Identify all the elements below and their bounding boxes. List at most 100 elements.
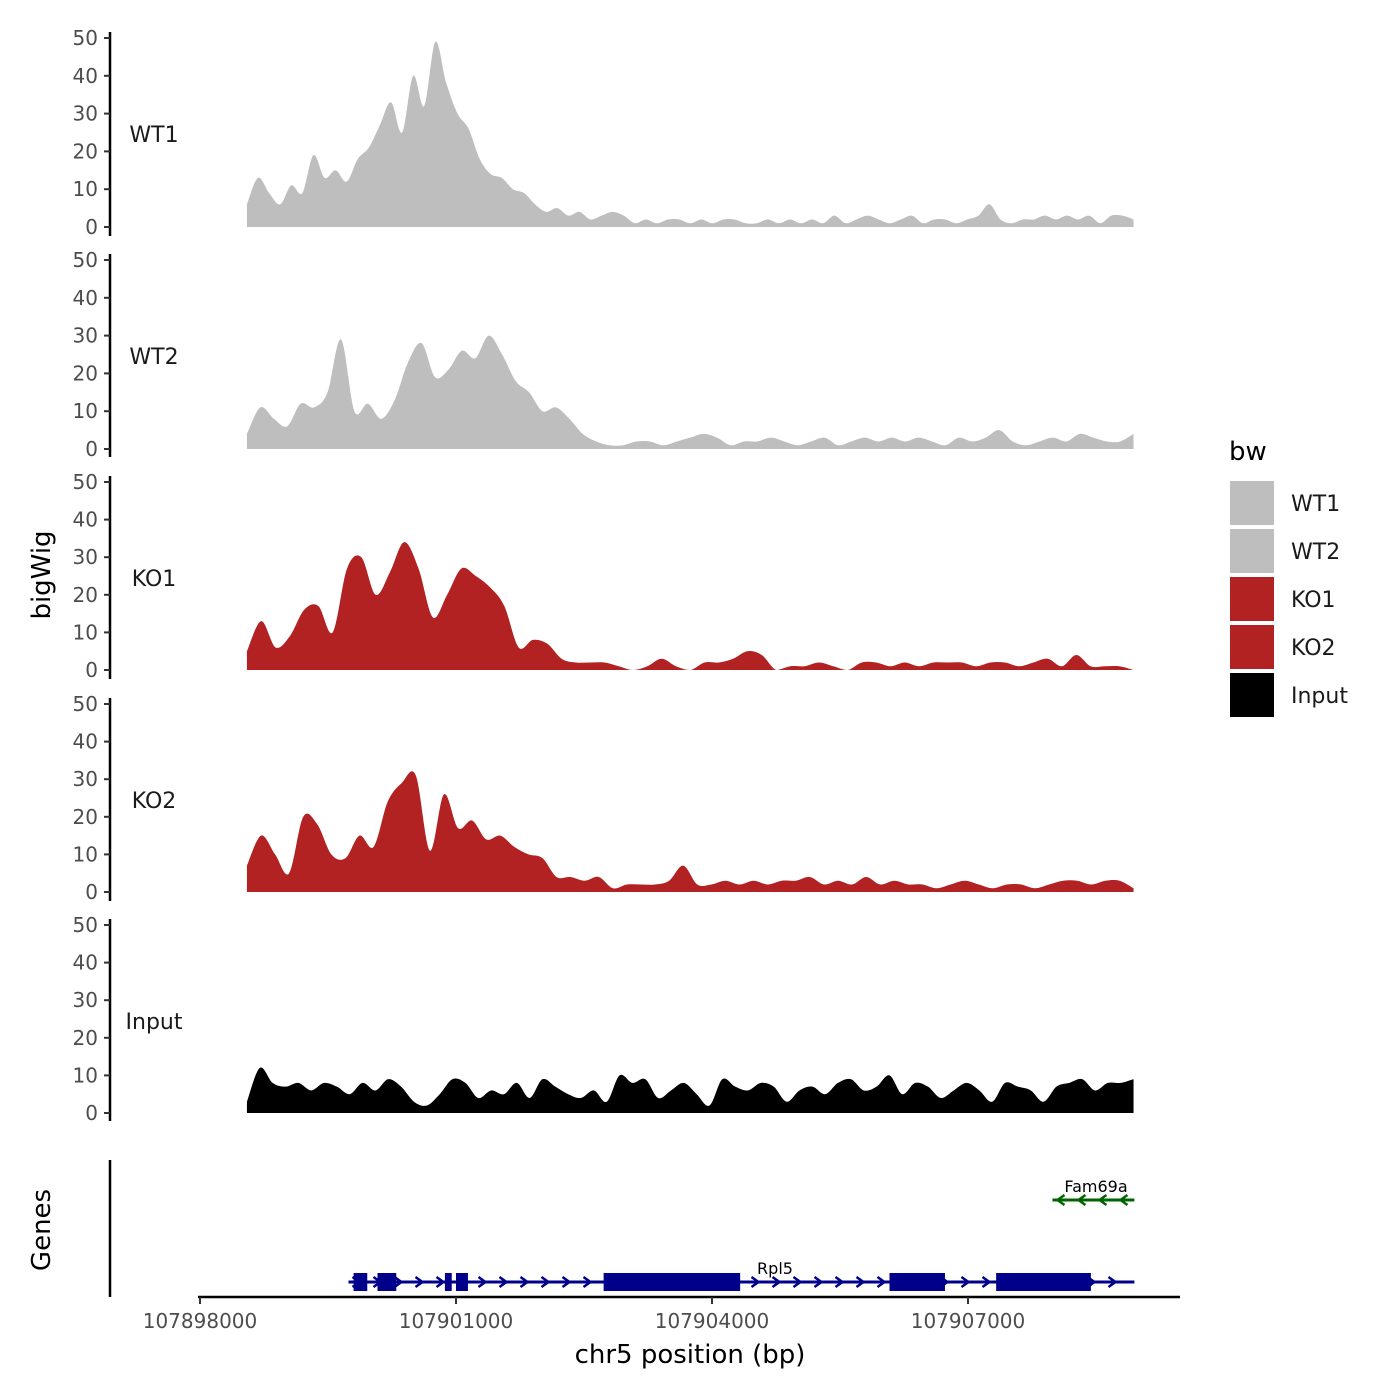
y-tick-label: 50 [73, 26, 98, 50]
y-tick-label: 10 [73, 177, 98, 201]
y-tick-label: 20 [73, 361, 98, 385]
signal-tracks: 0 10 20 30 40 50 WT1 0 10 20 30 40 50 WT2 0 10 20 30 40 50 K… [73, 26, 1134, 1125]
y-tick-label: 20 [73, 583, 98, 607]
legend-key-wt2 [1228, 527, 1276, 575]
y-tick-label: 20 [73, 1026, 98, 1050]
strand-chevron [792, 1275, 803, 1289]
genes-axis-title: Genes [27, 1189, 57, 1271]
y-tick-label: 0 [85, 215, 98, 239]
track-label: KO2 [132, 789, 177, 814]
track-ko2: 0 10 20 30 40 50 KO2 [73, 692, 1134, 904]
strand-chevron [498, 1275, 509, 1289]
track-label: WT1 [129, 123, 178, 148]
track-wt2: 0 10 20 30 40 50 WT2 [73, 248, 1134, 461]
x-tick-label: 107907000 [911, 1309, 1026, 1333]
y-tick-label: 20 [73, 805, 98, 829]
strand-chevron [561, 1275, 572, 1289]
exon [377, 1273, 397, 1291]
legend-label-wt1: WT1 [1291, 492, 1340, 517]
y-tick-label: 50 [73, 692, 98, 716]
exon [444, 1273, 452, 1291]
x-axis-title: chr5 position (bp) [575, 1340, 806, 1370]
track-ko1: 0 10 20 30 40 50 KO1 [73, 470, 1134, 682]
strand-chevron [876, 1275, 887, 1289]
strand-chevron [750, 1275, 761, 1289]
y-tick-label: 30 [73, 324, 98, 348]
strand-chevron [414, 1275, 425, 1289]
y-tick-label: 10 [73, 1063, 98, 1087]
exon [353, 1273, 368, 1291]
y-tick-label: 50 [73, 248, 98, 272]
x-axis: 107898000 107901000 107904000 107907000 [143, 1295, 1180, 1333]
track-label: Input [126, 1010, 183, 1035]
area-ko1 [246, 542, 1134, 670]
legend-label-ko1: KO1 [1291, 588, 1336, 613]
y-tick-label: 20 [73, 139, 98, 163]
exon [456, 1273, 468, 1291]
strand-chevron [1107, 1275, 1118, 1289]
legend-key-ko1 [1228, 575, 1276, 623]
strand-chevron [582, 1275, 593, 1289]
legend: bw WT1 WT2 KO1 KO2 Input [1228, 437, 1348, 719]
legend-label-wt2: WT2 [1291, 540, 1340, 565]
area-ko2 [246, 771, 1134, 892]
strand-chevron [1055, 1193, 1066, 1207]
track-label: KO1 [132, 567, 177, 592]
y-tick-label: 40 [73, 951, 98, 975]
y-tick-label: 40 [73, 286, 98, 310]
area-wt2 [246, 335, 1134, 449]
y-tick-label: 30 [73, 988, 98, 1012]
x-tick-label: 107898000 [143, 1309, 258, 1333]
y-tick-label: 10 [73, 842, 98, 866]
strand-chevron [393, 1275, 404, 1289]
track-input: 0 10 20 30 40 50 Input [73, 913, 1134, 1125]
x-tick-label: 107904000 [655, 1309, 770, 1333]
strand-chevron [834, 1275, 845, 1289]
strand-chevron [477, 1275, 488, 1289]
gene-rpl5: Rpl5 [348, 1259, 1135, 1291]
y-tick-label: 30 [73, 767, 98, 791]
y-tick-label: 10 [73, 399, 98, 423]
strand-chevron [519, 1275, 530, 1289]
exon [889, 1273, 945, 1291]
y-axis-title: bigWig [27, 530, 57, 619]
legend-key-wt1 [1228, 479, 1276, 527]
legend-label-ko2: KO2 [1291, 636, 1336, 661]
y-tick-label: 40 [73, 730, 98, 754]
strand-chevron [981, 1275, 992, 1289]
y-tick-label: 40 [73, 508, 98, 532]
y-tick-label: 50 [73, 913, 98, 937]
legend-key-ko2 [1228, 623, 1276, 671]
gene-label: Rpl5 [757, 1259, 793, 1278]
legend-title: bw [1229, 437, 1267, 467]
track-wt1: 0 10 20 30 40 50 WT1 [73, 26, 1134, 239]
strand-chevron [540, 1275, 551, 1289]
genes-panel: Rpl5 Fam69a [108, 1160, 1135, 1297]
area-wt1 [246, 41, 1134, 227]
strand-chevron [855, 1275, 866, 1289]
legend-label-input: Input [1291, 684, 1348, 709]
y-tick-label: 40 [73, 64, 98, 88]
exon [996, 1273, 1091, 1291]
strand-chevron [1118, 1193, 1129, 1207]
strand-chevron [813, 1275, 824, 1289]
strand-chevron [435, 1275, 446, 1289]
area-input [246, 1067, 1134, 1113]
y-tick-label: 30 [73, 102, 98, 126]
y-tick-label: 30 [73, 545, 98, 569]
track-label: WT2 [129, 345, 178, 370]
x-tick-label: 107901000 [399, 1309, 514, 1333]
y-tick-label: 0 [85, 880, 98, 904]
gene-fam69a: Fam69a [1052, 1177, 1135, 1207]
strand-chevron [1076, 1193, 1087, 1207]
y-tick-label: 50 [73, 470, 98, 494]
exon [603, 1273, 741, 1291]
strand-chevron [1097, 1193, 1108, 1207]
y-tick-label: 10 [73, 620, 98, 644]
strand-chevron [771, 1275, 782, 1289]
y-tick-label: 0 [85, 437, 98, 461]
gene-label: Fam69a [1064, 1177, 1127, 1196]
y-tick-label: 0 [85, 658, 98, 682]
legend-key-input [1228, 671, 1276, 719]
